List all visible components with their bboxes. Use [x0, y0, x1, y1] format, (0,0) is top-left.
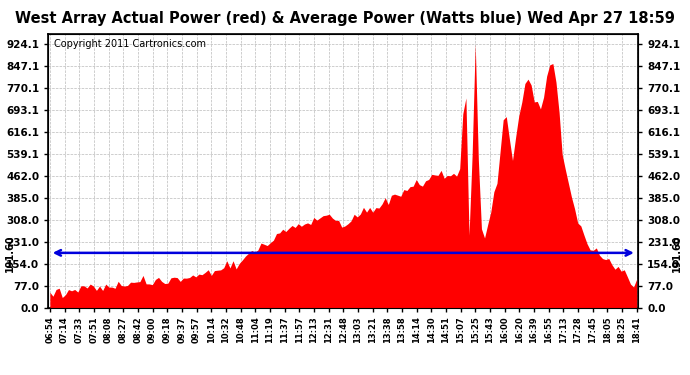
Text: 191.60: 191.60: [5, 234, 15, 272]
Text: West Array Actual Power (red) & Average Power (Watts blue) Wed Apr 27 18:59: West Array Actual Power (red) & Average …: [15, 11, 675, 26]
Text: 191.60: 191.60: [671, 234, 682, 272]
Text: Copyright 2011 Cartronics.com: Copyright 2011 Cartronics.com: [55, 39, 206, 49]
